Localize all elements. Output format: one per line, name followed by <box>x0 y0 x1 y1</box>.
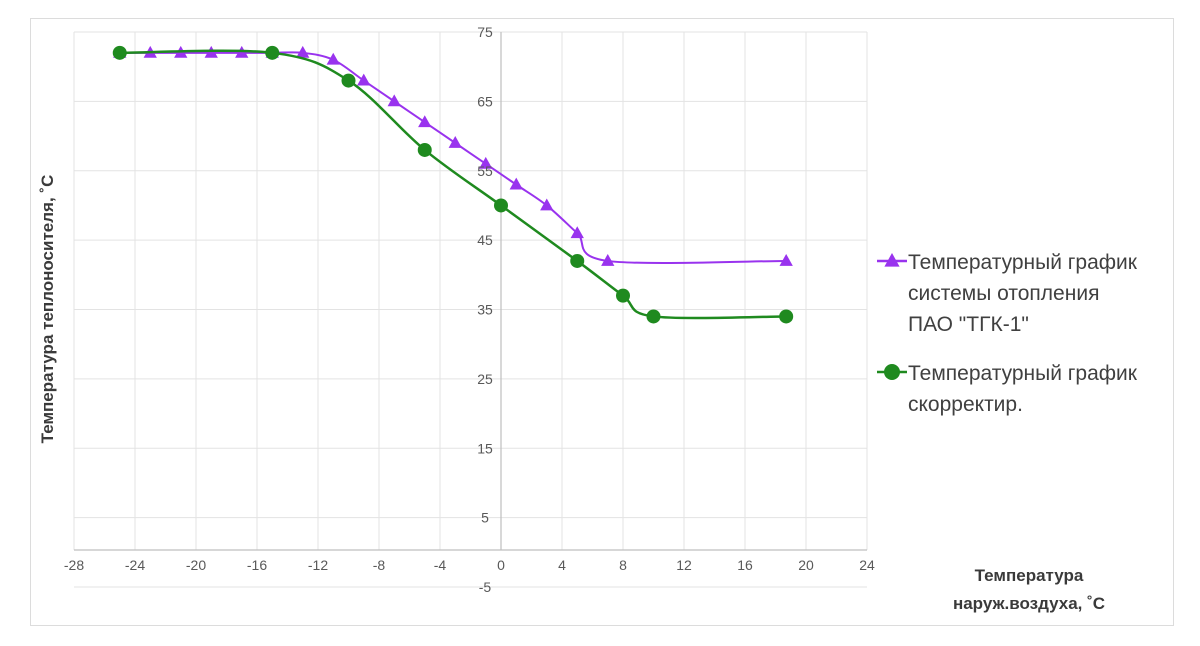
legend-label-line: системы отопления <box>908 282 1099 305</box>
y-tick-label: 15 <box>477 440 493 456</box>
legend-triangle-marker <box>884 253 900 267</box>
x-tick-label: -12 <box>308 557 328 573</box>
grid <box>73 31 868 588</box>
x-axis-title-line-2: наруж.воздуха, ˚С <box>953 594 1105 613</box>
y-axis-title: Температура теплоносителя, ˚С <box>38 175 57 444</box>
series-line-corrected <box>119 49 787 320</box>
x-tick-label: 16 <box>737 557 753 573</box>
x-axis-title-line-1: Температура <box>975 566 1084 585</box>
x-tick-label: 8 <box>619 557 627 573</box>
y-tick-label: 75 <box>477 24 493 40</box>
data-point-triangle <box>601 253 615 266</box>
data-point-triangle <box>540 198 554 211</box>
legend: Температурный график системы отопления ПАО… <box>877 251 1138 416</box>
axes <box>74 32 867 551</box>
x-tick-label: -20 <box>186 557 206 573</box>
data-point-triangle <box>779 253 793 266</box>
data-point-triangle <box>357 73 371 86</box>
data-point-circle <box>265 45 280 60</box>
tick-labels: -28 -24 -20 -16 -12 -8 -4 0 4 8 12 16 20 24 -5 5 15 25 35 4… <box>64 24 875 595</box>
data-point-triangle <box>326 52 340 65</box>
y-tick-label: 35 <box>477 302 493 318</box>
x-tick-label: 24 <box>859 557 875 573</box>
legend-circle-marker <box>884 364 900 380</box>
data-point-triangle <box>387 94 401 107</box>
data-point-triangle <box>418 115 432 128</box>
data-point-triangle <box>570 226 584 239</box>
data-point-triangle <box>296 45 310 58</box>
x-tick-label: 4 <box>558 557 566 573</box>
legend-label-line: скорректир. <box>908 393 1023 416</box>
legend-label-line: Температурный график <box>908 251 1138 274</box>
y-tick-label: -5 <box>479 579 492 595</box>
chart-frame: -28 -24 -20 -16 -12 -8 -4 0 4 8 12 16 20 24 -5 5 15 25 35 4… <box>30 18 1174 626</box>
y-tick-label: 25 <box>477 371 493 387</box>
x-tick-label: 12 <box>676 557 692 573</box>
x-tick-label: -4 <box>434 557 447 573</box>
data-point-circle <box>646 309 661 324</box>
x-tick-label: -8 <box>373 557 386 573</box>
x-tick-label: -16 <box>247 557 267 573</box>
series-line-tgk1 <box>119 51 787 264</box>
x-tick-label: 0 <box>497 557 505 573</box>
data-point-circle <box>779 309 794 324</box>
x-tick-label: -24 <box>125 557 145 573</box>
data-point-circle <box>112 45 127 60</box>
y-tick-label: 55 <box>477 163 493 179</box>
data-point-circle <box>341 73 356 88</box>
data-point-circle <box>494 198 508 213</box>
legend-label-line: Температурный график <box>908 362 1138 385</box>
data-point-triangle <box>509 177 523 190</box>
legend-label-line: ПАО "ТГК-1" <box>908 313 1029 336</box>
data-point-circle <box>417 142 432 157</box>
y-tick-label: 65 <box>477 93 493 109</box>
data-point-triangle <box>479 156 493 169</box>
y-tick-label: 5 <box>481 510 489 526</box>
x-tick-label: 20 <box>798 557 814 573</box>
data-point-circle <box>616 288 630 303</box>
series-layer <box>112 45 794 324</box>
y-tick-label: 45 <box>477 232 493 248</box>
data-point-triangle <box>448 136 462 148</box>
data-point-circle <box>570 253 585 268</box>
x-tick-label: -28 <box>64 557 84 573</box>
line-chart: -28 -24 -20 -16 -12 -8 -4 0 4 8 12 16 20 24 -5 5 15 25 35 4… <box>38 24 1138 613</box>
